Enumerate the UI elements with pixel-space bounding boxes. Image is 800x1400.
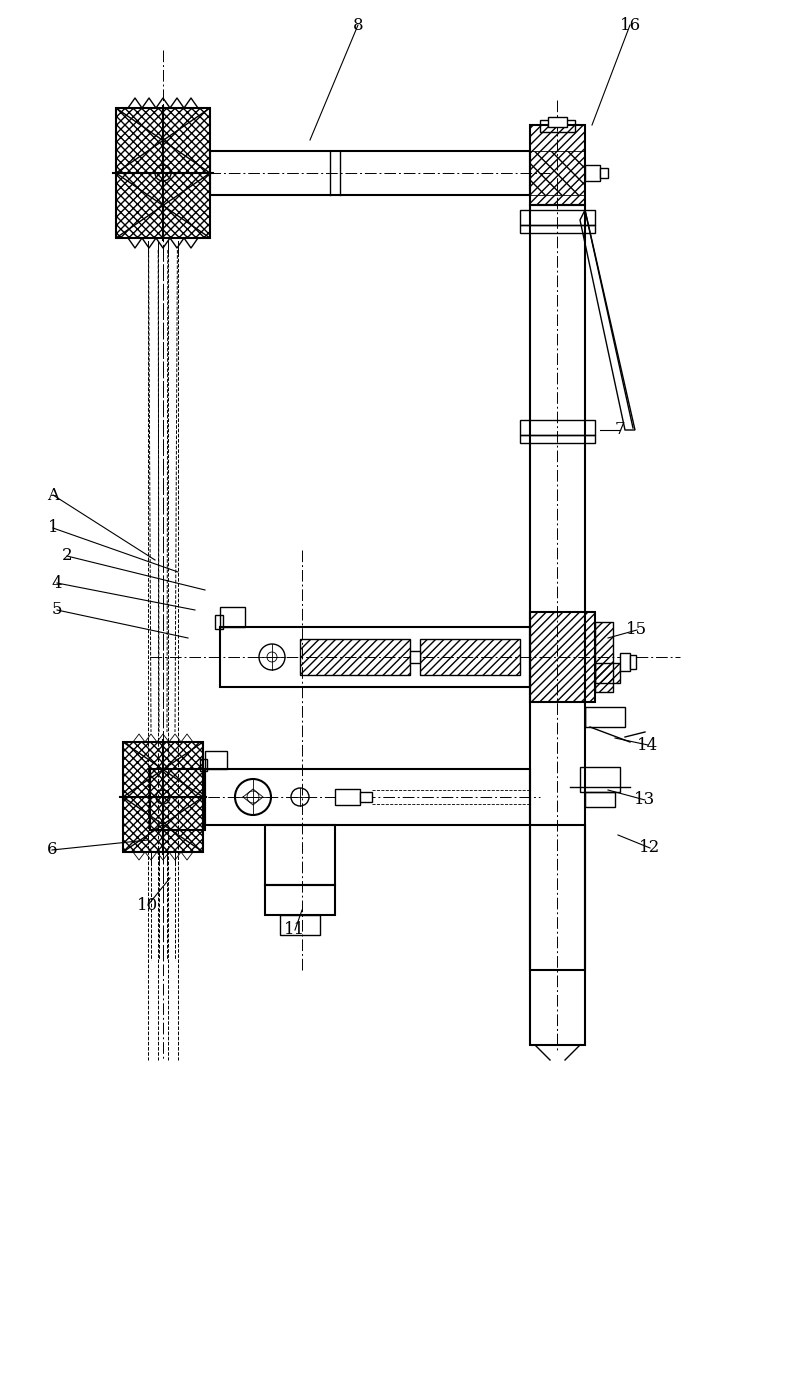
Bar <box>595 622 613 692</box>
Bar <box>585 792 615 806</box>
Bar <box>595 664 620 683</box>
Bar <box>548 118 567 127</box>
Text: A: A <box>47 487 59 504</box>
Bar <box>150 769 205 830</box>
Bar <box>630 655 636 669</box>
Bar <box>520 435 595 442</box>
Text: 8: 8 <box>353 17 363 34</box>
Bar <box>520 225 595 232</box>
Bar <box>265 885 335 916</box>
Bar <box>530 151 585 195</box>
Bar <box>585 165 600 181</box>
Bar <box>595 622 613 692</box>
Text: 5: 5 <box>52 602 62 619</box>
Text: 2: 2 <box>62 547 72 564</box>
Text: 1: 1 <box>48 519 58 536</box>
Text: 6: 6 <box>46 841 58 858</box>
Bar <box>200 759 207 771</box>
Bar <box>530 125 585 204</box>
Bar <box>300 638 410 675</box>
Text: 14: 14 <box>638 736 658 753</box>
Bar <box>220 608 245 627</box>
Text: 11: 11 <box>284 921 306 938</box>
Bar <box>595 664 620 683</box>
Bar <box>123 742 203 853</box>
Bar <box>520 420 595 435</box>
Text: 13: 13 <box>634 791 656 809</box>
Bar <box>530 612 595 701</box>
Bar <box>530 204 585 970</box>
Bar <box>335 790 360 805</box>
Bar <box>265 825 335 885</box>
Bar <box>300 638 410 675</box>
Bar <box>410 651 420 664</box>
Text: 4: 4 <box>52 574 62 591</box>
Bar <box>530 825 585 1044</box>
Bar <box>530 612 595 701</box>
Bar <box>123 797 203 853</box>
Bar <box>620 652 630 671</box>
Bar <box>123 742 203 797</box>
Bar <box>520 210 595 225</box>
Text: 15: 15 <box>626 622 647 638</box>
Bar <box>116 108 210 238</box>
Text: 12: 12 <box>639 840 661 857</box>
Bar <box>210 151 530 195</box>
Bar <box>220 627 530 687</box>
Bar <box>585 707 625 727</box>
Bar <box>540 120 575 132</box>
Bar <box>420 638 520 675</box>
Text: 16: 16 <box>619 17 641 34</box>
Bar <box>420 638 520 675</box>
Text: 7: 7 <box>614 421 626 438</box>
Bar <box>360 792 372 802</box>
Bar <box>215 615 223 629</box>
Bar <box>205 769 530 825</box>
Bar <box>116 108 210 174</box>
Bar <box>280 916 320 935</box>
Bar <box>530 125 585 204</box>
Text: 10: 10 <box>138 896 158 914</box>
Bar <box>205 750 227 769</box>
Bar <box>580 767 620 792</box>
Bar <box>116 174 210 238</box>
Bar <box>600 168 608 178</box>
